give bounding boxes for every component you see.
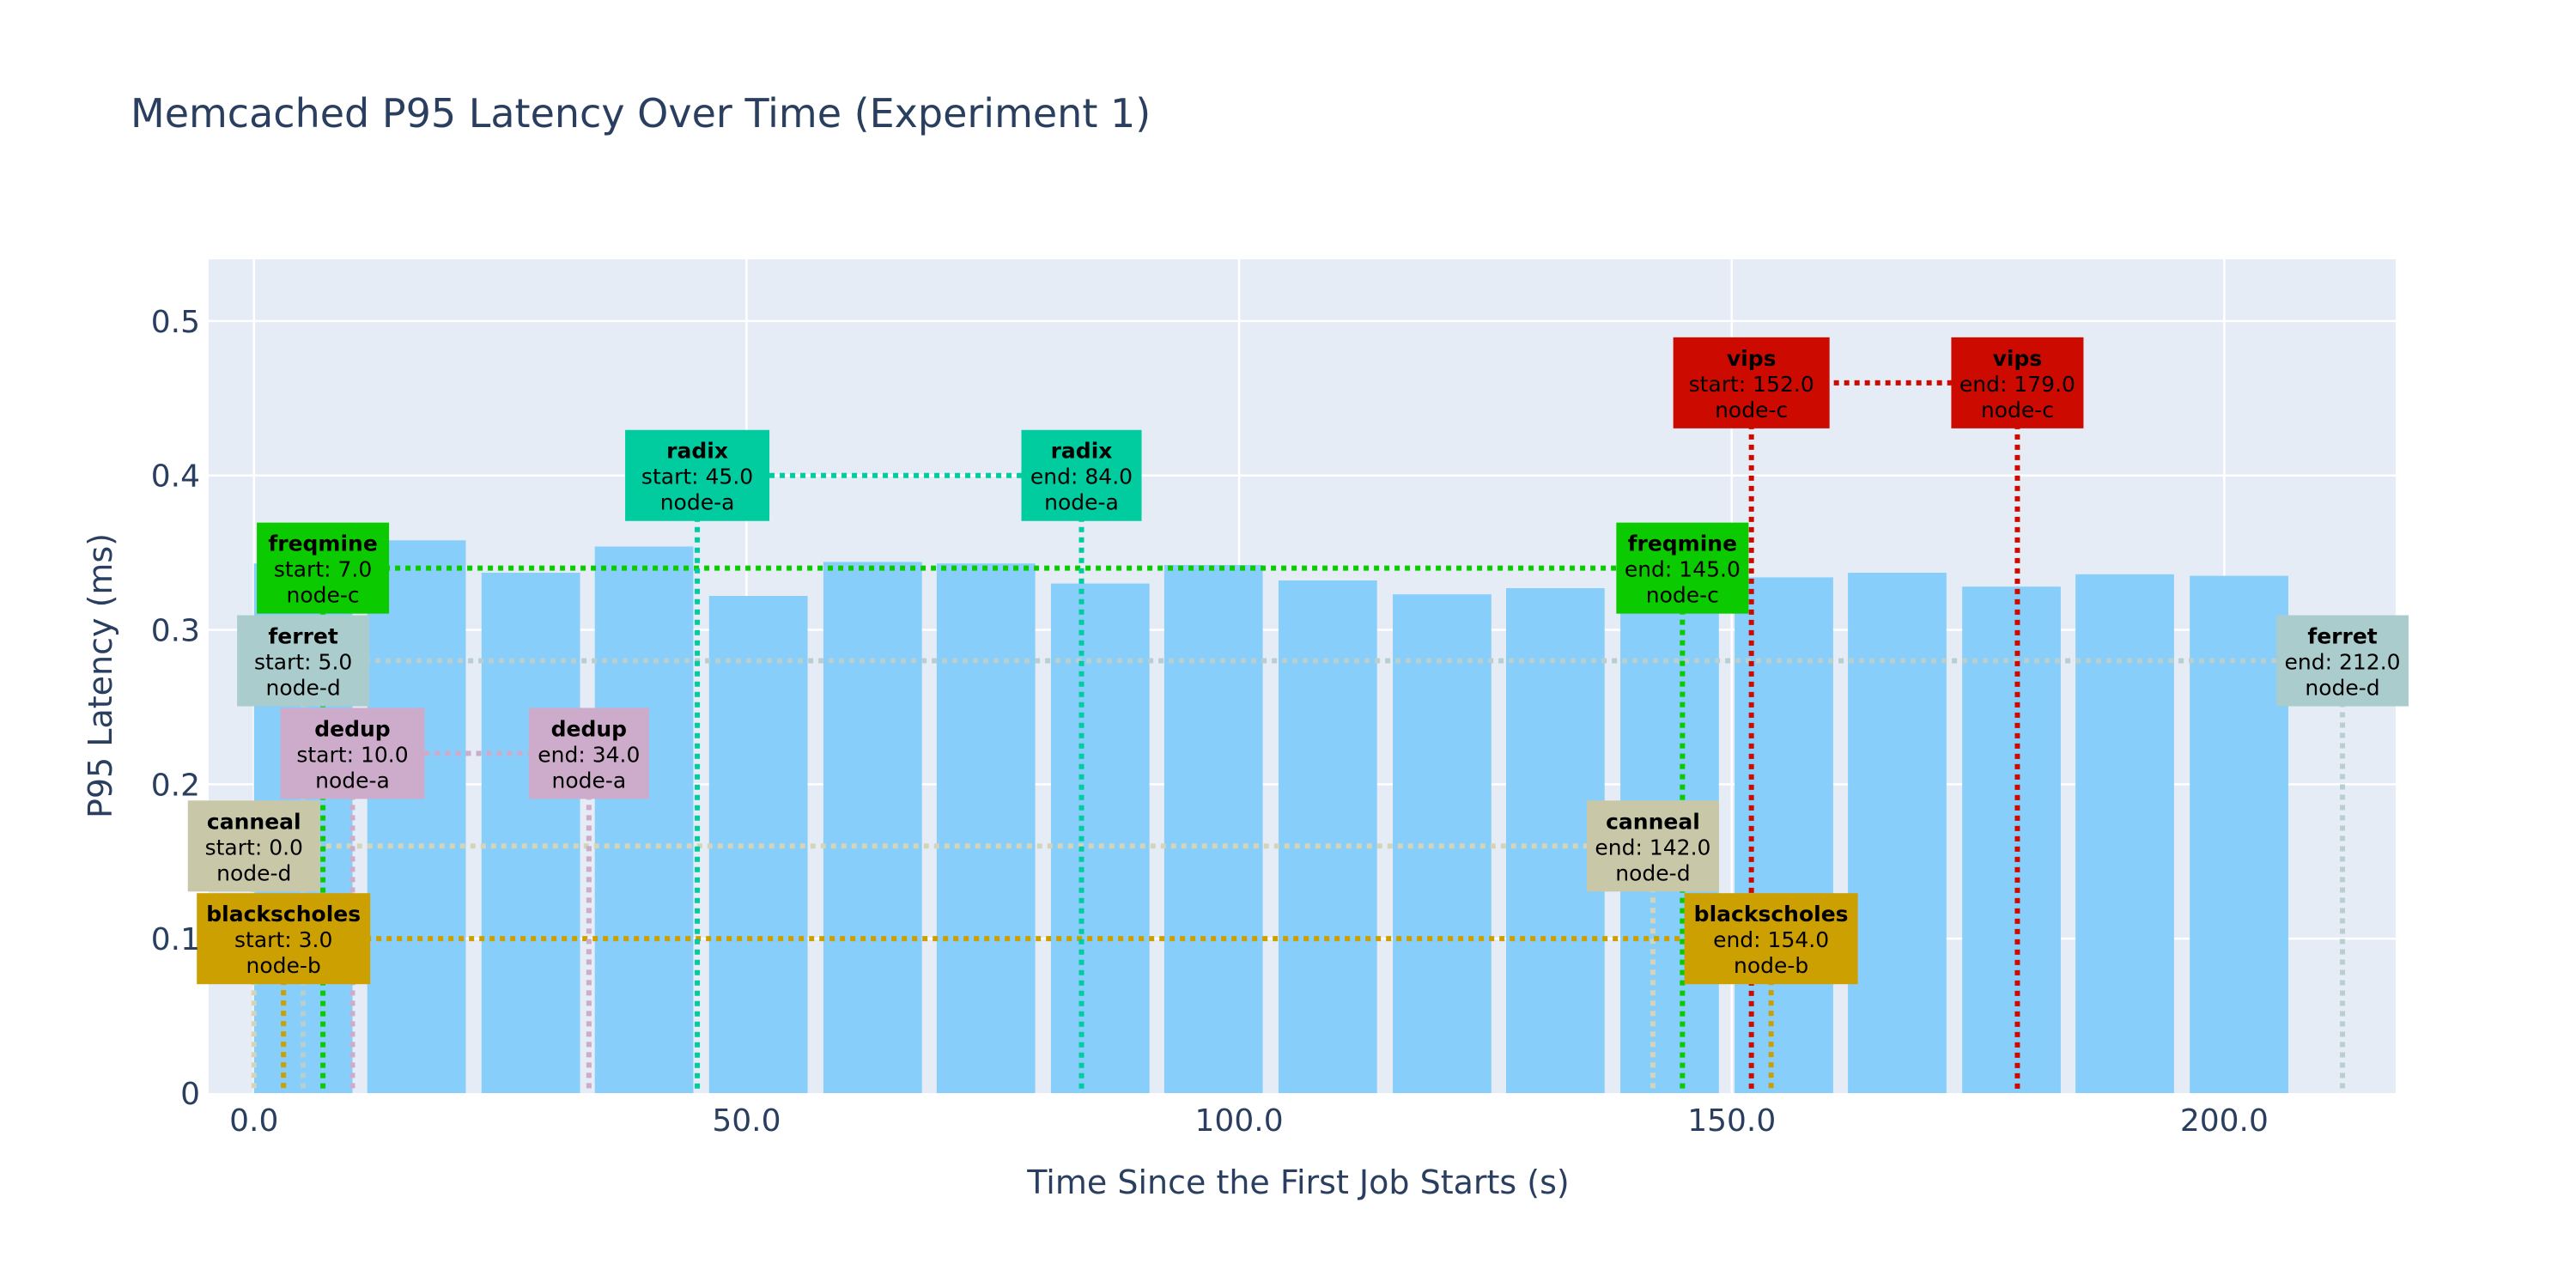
x-axis-label: Time Since the First Job Starts (s) <box>1026 1163 1570 1201</box>
annotation-box <box>1951 337 2084 428</box>
annotation-box <box>237 615 370 707</box>
annotation-job-name: radix <box>666 439 728 464</box>
annotation-time: start: 10.0 <box>296 742 408 767</box>
x-tick-label: 100.0 <box>1195 1103 1284 1139</box>
annotation-time: start: 0.0 <box>205 835 303 860</box>
y-tick-label: 0.2 <box>151 768 200 803</box>
bar <box>1962 586 2061 1093</box>
annotation-time: start: 7.0 <box>274 557 372 582</box>
annotation-job-name: ferret <box>268 624 337 649</box>
bar <box>481 573 580 1093</box>
annotation-box <box>257 522 390 614</box>
chart-title: Memcached P95 Latency Over Time (Experim… <box>131 90 1151 137</box>
annotation-node: node-d <box>265 676 340 701</box>
y-tick-label: 0.1 <box>151 922 200 957</box>
bar <box>594 546 694 1093</box>
annotation-time: start: 3.0 <box>234 927 332 952</box>
annotation-node: node-b <box>1734 953 1808 978</box>
bar <box>367 540 466 1093</box>
annotation-time: end: 179.0 <box>1959 372 2075 397</box>
bar <box>823 562 922 1093</box>
annotation-box <box>1021 429 1142 521</box>
annotation-node: node-a <box>1044 490 1119 515</box>
annotation-time: start: 45.0 <box>641 465 753 489</box>
y-tick-label: 0.4 <box>151 459 200 495</box>
annotation-job-name: canneal <box>207 809 301 834</box>
y-tick-label: 0.3 <box>151 614 200 649</box>
bar <box>1848 573 1947 1093</box>
annotation-box <box>528 708 649 799</box>
annotation-job-name: radix <box>1051 439 1113 464</box>
y-tick-label: 0 <box>180 1077 200 1112</box>
annotation-job-name: freqmine <box>268 532 377 556</box>
x-tick-label: 50.0 <box>712 1103 781 1139</box>
annotation-node: node-b <box>246 953 321 978</box>
bar <box>2190 575 2288 1093</box>
bar <box>936 563 1036 1093</box>
annotation-box <box>280 708 425 799</box>
annotation-node: node-c <box>1715 398 1788 422</box>
annotation-job-name: ferret <box>2307 624 2377 649</box>
annotation-node: node-c <box>287 583 360 608</box>
y-axis-label: P95 Latency (ms) <box>82 533 119 818</box>
annotation-node: node-d <box>1615 860 1690 885</box>
annotation-time: end: 145.0 <box>1625 557 1741 582</box>
bar <box>2075 574 2174 1093</box>
annotation-time: end: 212.0 <box>2285 650 2401 675</box>
annotation-job-name: blackscholes <box>1694 902 1849 927</box>
annotation-box <box>197 893 371 985</box>
annotation-box <box>187 800 320 892</box>
annotation-job-name: vips <box>1727 346 1777 371</box>
annotation-job-name: blackscholes <box>206 902 361 927</box>
x-tick-label: 200.0 <box>2180 1103 2269 1139</box>
y-tick-label: 0.5 <box>151 305 200 340</box>
annotation-box <box>1673 337 1830 428</box>
bar <box>1163 565 1263 1093</box>
annotation-time: start: 152.0 <box>1689 372 1814 397</box>
annotation-job-name: canneal <box>1606 809 1700 834</box>
annotation-time: end: 84.0 <box>1030 465 1133 489</box>
annotation-job-name: dedup <box>551 716 627 741</box>
annotation-job-name: dedup <box>314 716 390 741</box>
annotation-time: end: 154.0 <box>1713 927 1829 952</box>
x-tick-label: 150.0 <box>1687 1103 1776 1139</box>
annotation-time: end: 142.0 <box>1595 835 1710 860</box>
bar <box>1278 580 1377 1093</box>
annotation-node: node-a <box>660 490 735 515</box>
annotation-time: start: 5.0 <box>254 650 352 675</box>
annotation-job-name: freqmine <box>1628 532 1737 556</box>
annotation-box <box>625 429 770 521</box>
annotation-box <box>2276 615 2409 707</box>
annotation-box <box>1684 893 1858 985</box>
bar <box>1050 583 1150 1093</box>
annotation-node: node-d <box>2305 676 2379 701</box>
x-tick-label: 0.0 <box>229 1103 278 1139</box>
axes: 0 0.1 0.2 0.3 0.4 0.5 0.0 50.0 100.0 150.0 200.0 <box>151 305 2269 1139</box>
annotation-box <box>1586 800 1719 892</box>
annotation-node: node-c <box>1981 398 2054 422</box>
annotation-node: node-a <box>551 768 626 793</box>
annotation-node: node-c <box>1646 583 1719 608</box>
annotation-job-name: vips <box>1993 346 2043 371</box>
annotation-node: node-a <box>315 768 390 793</box>
annotation-time: end: 34.0 <box>538 742 640 767</box>
annotation-box <box>1616 522 1749 614</box>
annotation-node: node-d <box>216 860 291 885</box>
